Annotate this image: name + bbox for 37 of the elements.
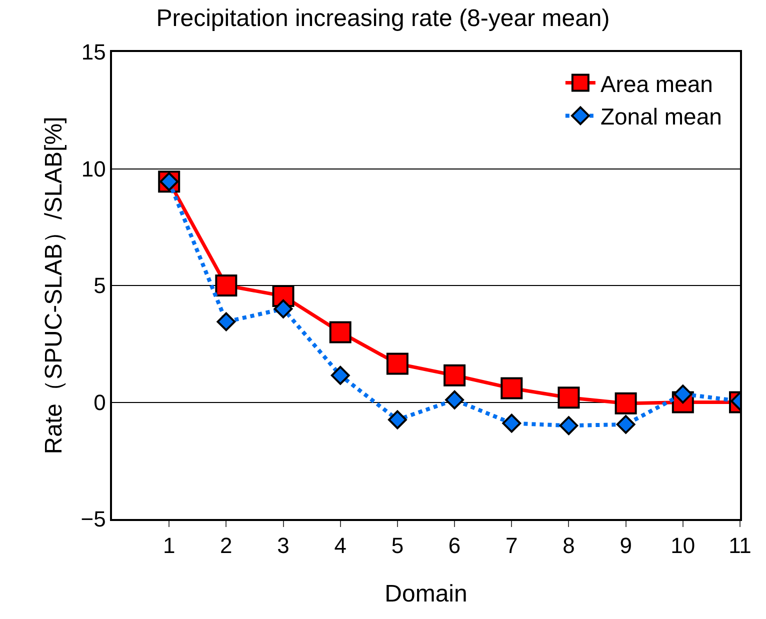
point bbox=[558, 386, 580, 409]
point bbox=[215, 274, 238, 296]
point bbox=[330, 366, 350, 385]
point bbox=[386, 352, 408, 375]
y-tick-label: 15 bbox=[81, 40, 106, 65]
x-tick-label: 8 bbox=[562, 533, 575, 558]
point bbox=[673, 384, 692, 404]
y-tick-label: 5 bbox=[94, 273, 106, 298]
point bbox=[616, 414, 636, 434]
y-axis-title: Rate（SPUC-SLAB）/SLAB[%] bbox=[40, 116, 68, 454]
point bbox=[388, 410, 407, 430]
x-tick-label: 6 bbox=[448, 533, 461, 558]
x-tick-label: 9 bbox=[620, 533, 632, 558]
x-tick-label: 2 bbox=[220, 533, 232, 558]
point bbox=[274, 299, 293, 318]
point bbox=[329, 321, 352, 344]
chart-title: Precipitation increasing rate (8-year mean) bbox=[156, 5, 610, 32]
y-tick-label: −5 bbox=[80, 506, 106, 532]
x-tick-label: 3 bbox=[277, 533, 290, 558]
legend-label: Zonal mean bbox=[600, 104, 722, 130]
y-tick-label: 0 bbox=[94, 390, 106, 415]
x-tick-label: 1 bbox=[162, 533, 176, 558]
x-tick-label: 7 bbox=[506, 533, 518, 558]
x-axis-title: Domain bbox=[384, 580, 468, 608]
point bbox=[559, 416, 578, 436]
y-tick-label: 10 bbox=[81, 156, 106, 182]
x-tick-label: 11 bbox=[728, 533, 752, 558]
point bbox=[502, 414, 522, 433]
point bbox=[444, 364, 466, 386]
legend-label: Area mean bbox=[600, 70, 713, 97]
x-tick-label: 4 bbox=[334, 533, 346, 558]
point bbox=[500, 377, 523, 400]
x-tick-label: 5 bbox=[391, 533, 404, 558]
point bbox=[614, 392, 637, 414]
point bbox=[216, 312, 236, 332]
point bbox=[445, 390, 464, 410]
x-tick-label: 10 bbox=[670, 533, 696, 558]
